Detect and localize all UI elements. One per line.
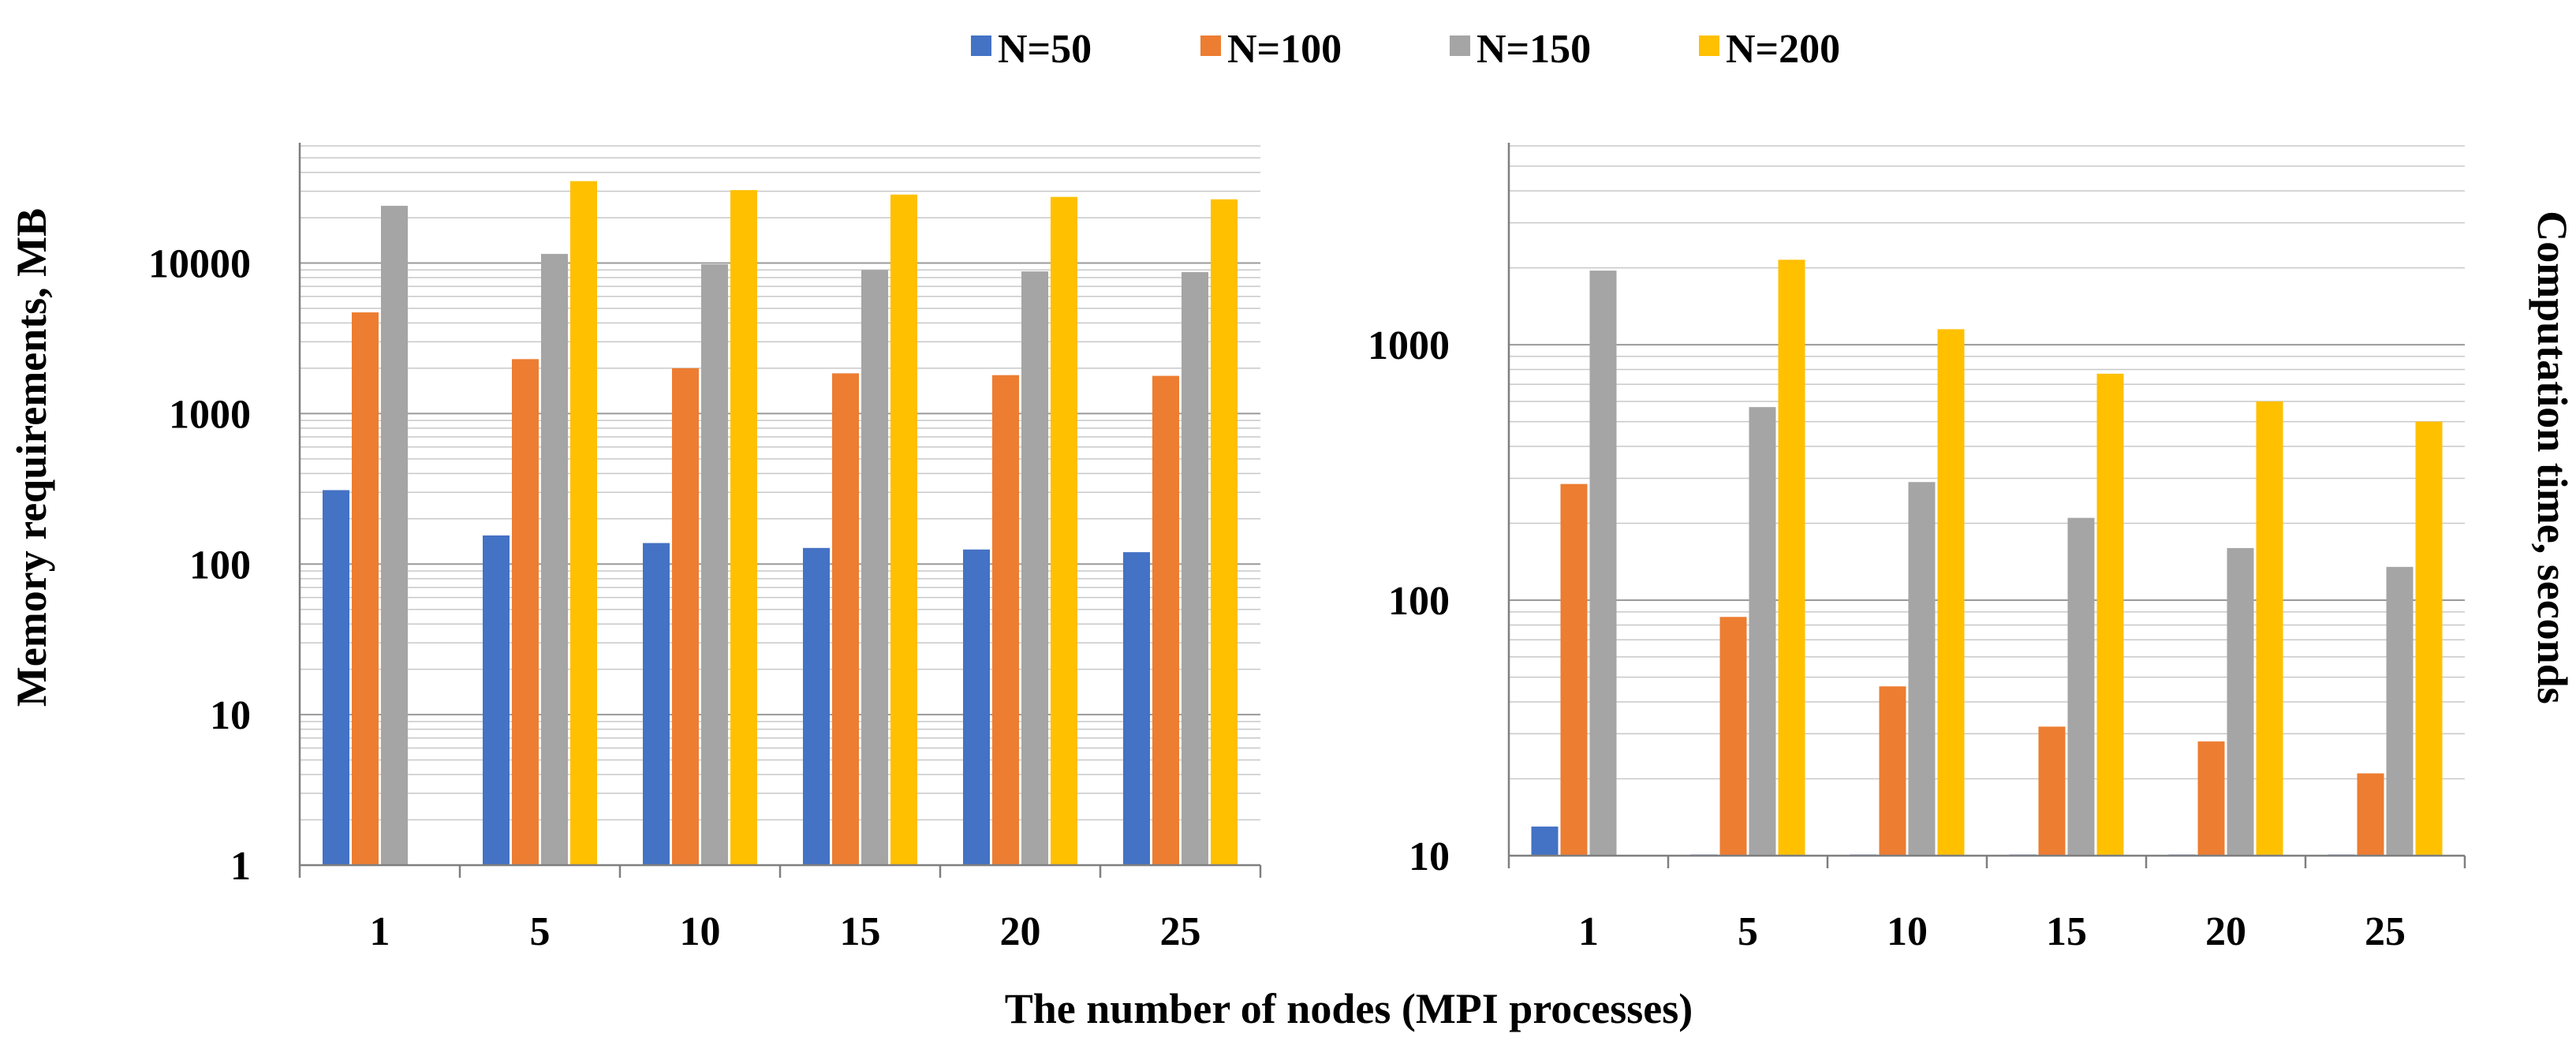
bar-n150-10 (701, 264, 728, 865)
bar-n200-20 (2256, 401, 2283, 856)
bar-n150-25 (2386, 566, 2414, 856)
bar-n100-15 (832, 373, 859, 865)
bar-n100-15 (2038, 726, 2066, 856)
legend-swatch-n100 (1200, 35, 1221, 56)
bar-n100-1 (352, 312, 379, 865)
bar-n150-10 (1908, 482, 1936, 856)
x-tick-label: 20 (2205, 909, 2246, 954)
y-tick-label: 1 (230, 844, 251, 889)
time-y-axis-title: Computation time, seconds (2529, 211, 2576, 704)
bar-n50-25 (1123, 552, 1150, 865)
bar-n50-1 (1531, 827, 1559, 856)
bar-n150-15 (2067, 517, 2095, 856)
legend-label-n150: N=150 (1477, 27, 1591, 72)
bar-n100-5 (512, 359, 539, 865)
y-tick-label: 1000 (1368, 323, 1450, 368)
bar-n100-25 (1152, 375, 1179, 866)
legend-label-n100: N=100 (1227, 27, 1342, 72)
bar-n50-10 (643, 543, 670, 865)
x-tick-label: 1 (1578, 909, 1599, 954)
x-tick-label: 10 (680, 909, 721, 954)
x-tick-label: 20 (1000, 909, 1041, 954)
memory-chart-grid (300, 145, 1260, 821)
y-tick-label: 100 (189, 543, 251, 588)
bar-n100-25 (2357, 773, 2384, 856)
bar-n200-15 (890, 194, 917, 865)
legend-item-n200: N=200 (1699, 27, 1840, 72)
bar-n150-1 (381, 205, 408, 865)
bar-n200-5 (1778, 259, 1805, 856)
x-tick-label: 1 (370, 909, 390, 954)
time-chart-grid (1509, 145, 2465, 780)
memory-chart-bars (323, 181, 1238, 866)
y-tick-label: 100 (1388, 579, 1450, 624)
bar-n100-1 (1560, 483, 1588, 856)
legend: N=50 N=100 N=150 N=200 (971, 27, 1840, 72)
legend-swatch-n200 (1699, 35, 1719, 56)
bar-n100-20 (992, 375, 1019, 865)
legend-swatch-n50 (971, 35, 991, 56)
x-tick-label: 5 (1738, 909, 1758, 954)
legend-item-n50: N=50 (971, 27, 1092, 72)
bar-n150-15 (861, 270, 888, 865)
bar-n200-20 (1051, 196, 1077, 865)
x-tick-label: 25 (2365, 909, 2406, 954)
bar-n100-10 (1879, 686, 1906, 856)
x-tick-label: 15 (840, 909, 881, 954)
bar-n200-5 (570, 181, 597, 865)
bar-n150-20 (1021, 271, 1048, 865)
bar-n150-25 (1182, 272, 1208, 865)
time-chart-yticks: 10 100 1000 (1368, 323, 1450, 879)
bar-n200-25 (2415, 421, 2443, 856)
bar-n150-5 (1749, 407, 1776, 856)
bar-n200-15 (2096, 373, 2124, 856)
x-tick-label: 15 (2046, 909, 2087, 954)
legend-item-n150: N=150 (1450, 27, 1591, 72)
x-axis-title: The number of nodes (MPI processes) (1005, 985, 1693, 1032)
bar-n50-20 (963, 549, 990, 865)
legend-label-n50: N=50 (998, 27, 1092, 72)
time-chart-bars (1531, 259, 2443, 856)
x-tick-label: 25 (1160, 909, 1201, 954)
legend-label-n200: N=200 (1726, 27, 1840, 72)
bar-n200-25 (1211, 199, 1238, 865)
bar-n150-5 (541, 253, 568, 866)
legend-swatch-n150 (1450, 35, 1470, 56)
y-tick-label: 10 (1409, 834, 1450, 879)
memory-y-axis-title: Memory requirements, MB (8, 208, 55, 707)
bar-n100-5 (1719, 617, 1747, 856)
y-tick-label: 10000 (148, 242, 251, 287)
x-tick-label: 5 (530, 909, 551, 954)
bar-n100-20 (2197, 741, 2225, 856)
time-chart-axes (1507, 143, 2466, 868)
memory-chart-axes (298, 143, 1262, 878)
bar-n150-1 (1589, 271, 1617, 856)
memory-chart-yticks: 1 10 100 1000 10000 (148, 242, 251, 889)
memory-chart-xticks: 1 5 10 15 20 25 (370, 909, 1201, 954)
bar-n50-15 (803, 547, 830, 865)
bar-n200-10 (1937, 329, 1965, 856)
legend-item-n100: N=100 (1200, 27, 1342, 72)
x-tick-label: 10 (1887, 909, 1928, 954)
bar-n50-1 (323, 490, 349, 865)
y-tick-label: 1000 (169, 392, 251, 437)
time-chart-xticks: 1 5 10 15 20 25 (1578, 909, 2406, 954)
bar-n50-5 (483, 535, 510, 865)
bar-n150-20 (2227, 547, 2254, 856)
bar-n200-10 (730, 190, 757, 866)
y-tick-label: 10 (210, 693, 251, 738)
bar-n100-10 (672, 368, 699, 865)
